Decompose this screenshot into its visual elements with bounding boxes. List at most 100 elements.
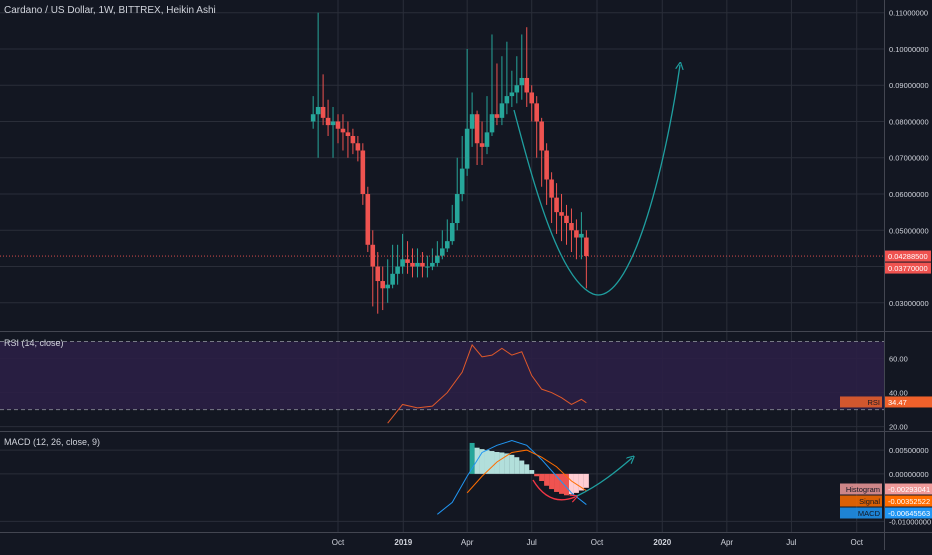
candle-body	[519, 77, 525, 86]
macd-histogram-bar	[514, 457, 520, 474]
rsi-value-flag: 34.47	[888, 398, 907, 407]
candle-body	[350, 135, 356, 144]
macd-histogram-bar	[573, 473, 579, 493]
low-price-flag: 0.03770000	[888, 264, 928, 273]
rsi-tick-label: 20.00	[889, 423, 908, 432]
macd-flag-signal: -0.00352522	[888, 497, 930, 506]
candle-body	[464, 128, 470, 169]
candle-body	[385, 284, 390, 289]
candle-body	[360, 150, 366, 195]
rsi-band-fill	[0, 341, 884, 410]
time-tick-label: Oct	[850, 538, 863, 547]
time-tick-label: Apr	[721, 538, 734, 547]
macd-line	[437, 440, 587, 515]
macd-flag-macd-bg	[885, 507, 932, 519]
price-tick-label: 0.03000000	[889, 299, 929, 308]
macd-histogram-bar	[524, 464, 530, 474]
time-tick-label: Apr	[461, 538, 474, 547]
candle-body	[400, 259, 405, 267]
macd-histogram-bar	[578, 473, 584, 491]
drawing-arrows	[513, 65, 680, 500]
candle-body	[370, 244, 376, 267]
time-tick-label: Jul	[786, 538, 796, 547]
macd-flag-macd: -0.00645563	[888, 509, 930, 518]
candle-body	[469, 114, 475, 129]
price-flags: 0.04288500 0.03770000 RSI 34.47 Histogram -0.…	[840, 250, 932, 519]
time-axis[interactable]: Oct 2019 Apr Jul Oct 2020 Apr Jul Oct	[332, 538, 864, 547]
forecast-arrow	[513, 65, 680, 296]
macd-histogram-bar	[484, 450, 490, 474]
macd-title: MACD (12, 26, close, 9)	[4, 437, 100, 447]
candle-body	[504, 96, 510, 104]
candle-body	[405, 259, 410, 263]
macd-histogram-bar	[479, 449, 485, 474]
last-price-flag-bg	[885, 250, 931, 262]
candle-body	[454, 194, 460, 224]
candle-body	[410, 262, 415, 267]
rsi-tick-label: 40.00	[889, 389, 908, 398]
candle-body	[569, 223, 574, 231]
last-price-flag: 0.04288500	[888, 252, 928, 261]
candle-body	[579, 233, 584, 238]
macd-down-arrow	[532, 479, 575, 500]
rsi-value-flag-label: RSI	[867, 398, 880, 407]
signal-line	[466, 449, 587, 494]
macd-histogram-bar	[563, 473, 569, 496]
price-tick-label: 0.10000000	[889, 45, 929, 54]
macd-flag-signal-label: Signal	[859, 497, 880, 506]
macd-tick-label: -0.01000000	[889, 517, 931, 526]
macd-histogram-bar	[499, 452, 505, 474]
macd-histogram-bar	[494, 451, 500, 474]
macd-flag-signal-bg	[885, 495, 932, 507]
candle-body	[554, 197, 559, 213]
candle-body	[320, 106, 326, 118]
time-tick-label: Jul	[527, 538, 537, 547]
price-tick-label: 0.11000000	[889, 9, 928, 18]
low-price-flag-bg	[885, 262, 931, 274]
macd-histogram-bar	[509, 454, 515, 474]
candle-body	[330, 121, 336, 126]
time-tick-label: 2019	[394, 538, 412, 547]
candle-body	[325, 117, 331, 126]
candle-body	[425, 266, 430, 268]
macd-histogram-bar	[559, 473, 565, 494]
candle-body	[315, 106, 321, 115]
candle-body	[514, 85, 520, 93]
price-tick-label: 0.06000000	[889, 190, 929, 199]
candle-body	[375, 266, 381, 282]
candle-body	[534, 103, 539, 122]
macd-histogram-bar	[529, 470, 535, 474]
candle-body	[524, 77, 530, 93]
candle-body	[509, 92, 515, 97]
candle-body	[440, 248, 445, 256]
macd-histogram-bar	[504, 453, 510, 474]
candle-body	[340, 128, 346, 133]
candle-body	[474, 114, 480, 144]
candle-body	[390, 273, 395, 285]
candle-body	[499, 103, 505, 118]
macd-histogram-bar	[549, 473, 555, 490]
candle-body	[489, 114, 495, 133]
time-tick-label: Oct	[332, 538, 345, 547]
macd-histogram-bar	[469, 442, 475, 474]
rsi-layer	[387, 343, 587, 424]
candle-body	[415, 262, 420, 267]
candle-body	[365, 194, 371, 245]
candle-body	[345, 132, 351, 136]
macd-histogram-bar	[544, 473, 550, 486]
candle-body	[494, 114, 500, 118]
candle-body	[444, 241, 450, 249]
candle-body	[574, 230, 579, 238]
candle-body	[544, 150, 549, 180]
price-tick-label: 0.05000000	[889, 226, 929, 235]
macd-histogram-bar	[568, 473, 574, 495]
macd-flag-histogram-label-bg	[840, 483, 882, 495]
macd-histogram-bar	[489, 451, 495, 474]
candle-body	[395, 266, 400, 274]
price-tick-label: 0.07000000	[889, 154, 929, 163]
candle-body	[484, 132, 490, 147]
rsi-line	[387, 343, 587, 424]
candle-body	[539, 121, 544, 151]
